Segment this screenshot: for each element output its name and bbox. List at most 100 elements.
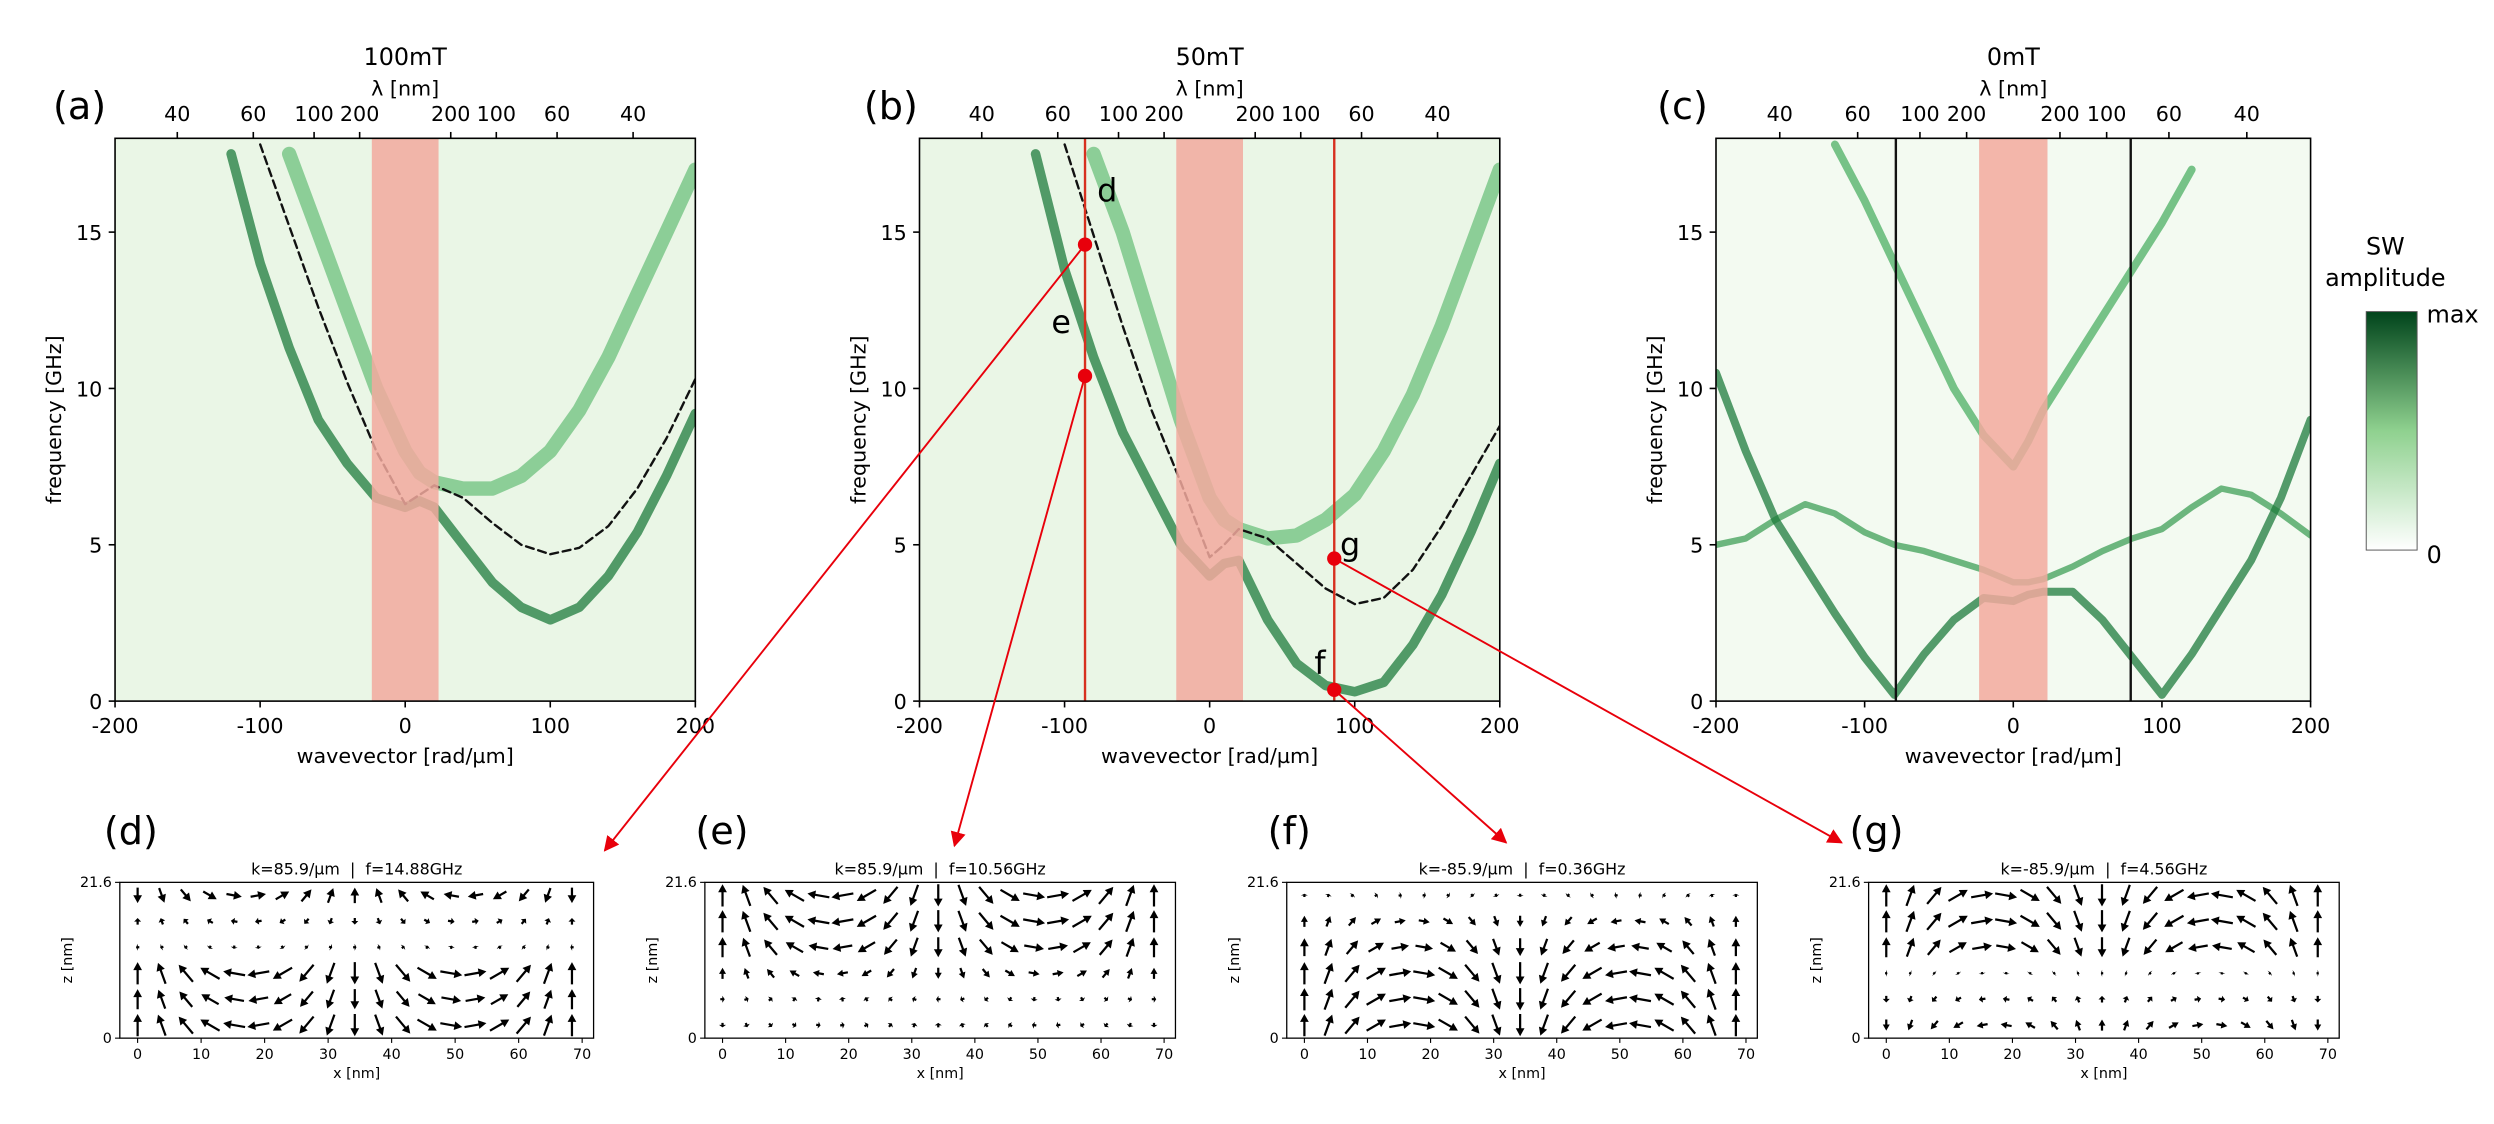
magnetization-arrow: [1634, 917, 1646, 925]
panel-label: (f): [1268, 809, 1311, 853]
magnetization-arrow: [1300, 988, 1309, 1011]
magnetization-arrow: [2097, 937, 2107, 958]
x-tick-label: 70: [2319, 1047, 2337, 1063]
magnetization-arrow: [489, 967, 510, 980]
magnetization-arrow: [909, 910, 920, 932]
magnetization-arrow: [496, 945, 503, 950]
x-tick-label: 40: [1548, 1047, 1566, 1063]
magnetization-arrow: [808, 942, 829, 952]
magnetization-arrow: [375, 917, 383, 925]
x2-tick-label: 40: [1424, 102, 1450, 126]
magnetization-arrow: [516, 991, 531, 1008]
magnetization-arrow: [1101, 969, 1110, 979]
axes-frame: [704, 881, 1177, 1039]
x2-tick-label: 40: [620, 102, 646, 126]
magnetization-arrow: [1438, 1018, 1458, 1031]
magnetization-arrow: [183, 918, 189, 925]
magnetization-arrow: [374, 888, 384, 904]
magnetization-arrow: [1072, 942, 1091, 954]
x2-tick-label: 100: [294, 102, 333, 126]
magnetization-arrow: [957, 884, 968, 906]
magnetization-arrow: [1440, 941, 1456, 952]
magnetization-arrow: [1323, 988, 1334, 1011]
magnetization-arrow: [934, 1022, 942, 1028]
magnetization-arrow: [1881, 937, 1891, 958]
magnetization-arrow: [1024, 943, 1044, 952]
x-tick-label: 50: [2193, 1047, 2211, 1063]
x-tick-label: 10: [1940, 1047, 1958, 1063]
magnetization-arrow: [248, 995, 269, 1004]
magnetization-arrow: [1732, 893, 1740, 898]
magnetization-arrow: [909, 884, 920, 906]
magnetization-arrow: [1323, 1014, 1334, 1036]
magnetization-arrow: [1706, 1014, 1717, 1036]
magnetization-arrow: [1344, 1016, 1360, 1035]
magnetization-arrow: [883, 886, 899, 904]
x-tick-label: 20: [256, 1047, 274, 1063]
x2-tick-label: 60: [1045, 102, 1071, 126]
magnetization-arrow: [2313, 884, 2323, 907]
magnetization-arrow: [1953, 1021, 1964, 1028]
magnetization-arrow: [2051, 996, 2058, 1003]
chart-title: k=85.9/µm | f=14.88GHz: [251, 859, 462, 878]
magnetization-arrow: [1926, 886, 1942, 905]
y-tick-label: 5: [1690, 534, 1703, 558]
x-tick-label: 40: [2130, 1047, 2148, 1063]
magnetization-arrow: [1022, 891, 1046, 901]
magnetization-arrow: [1054, 996, 1062, 1002]
magnetization-arrow: [1605, 1021, 1628, 1030]
magnetization-arrow: [2313, 910, 2323, 933]
magnetization-arrow: [791, 1021, 797, 1029]
magnetization-arrow: [2164, 914, 2185, 927]
magnetization-arrow: [567, 989, 577, 1010]
magnetization-arrow: [1882, 995, 1890, 1003]
magnetization-arrow: [814, 997, 822, 1002]
magnetization-arrow: [489, 1019, 510, 1032]
magnetization-arrow: [2124, 970, 2128, 977]
magnetization-arrow: [275, 891, 290, 901]
magnetization-arrow: [2266, 995, 2273, 1002]
magnetization-arrow: [2290, 1019, 2297, 1031]
x-tick-label: 0: [133, 1047, 142, 1063]
x2-tick-label: 200: [1235, 102, 1274, 126]
magnetization-arrow: [325, 962, 336, 984]
magnetization-arrow: [1706, 988, 1717, 1011]
y-axis-label: frequency [GHz]: [42, 335, 66, 504]
magnetization-arrow: [1366, 967, 1386, 980]
magnetization-arrow: [1052, 969, 1064, 977]
magnetization-arrow: [400, 918, 406, 924]
magnetization-arrow: [812, 969, 825, 977]
magnetization-arrow: [1538, 1014, 1549, 1036]
magnetization-arrow: [1080, 1021, 1085, 1029]
x2-tick-label: 200: [2040, 102, 2079, 126]
magnetization-arrow: [570, 943, 574, 951]
magnetization-arrow: [2142, 912, 2159, 930]
magnetization-arrow: [1464, 964, 1480, 982]
magnetization-arrow: [1098, 886, 1114, 905]
magnetization-arrow: [1685, 893, 1691, 898]
magnetization-arrow: [1708, 916, 1716, 927]
y-tick-label: 0: [103, 1031, 112, 1047]
shaded-band: [1979, 138, 2048, 702]
magnetization-arrow: [134, 917, 142, 925]
magnetization-arrow: [981, 968, 990, 978]
magnetization-arrow: [1349, 893, 1355, 898]
magnetization-arrow: [230, 945, 238, 949]
y-tick-label: 0: [89, 690, 102, 714]
x-tick-label: -200: [896, 714, 943, 738]
magnetization-arrow: [304, 918, 310, 924]
x-tick-label: 20: [840, 1047, 858, 1063]
y-axis-label: z [nm]: [60, 937, 76, 983]
magnetization-arrow: [1031, 1021, 1037, 1029]
magnetization-arrow: [791, 997, 798, 1002]
magnetization-arrow: [1389, 1020, 1412, 1029]
magnetization-arrow: [1127, 995, 1133, 1003]
magnetization-arrow: [1978, 971, 1986, 975]
magnetization-arrow: [978, 886, 994, 904]
x-tick-label: 100: [1335, 714, 1374, 738]
magnetization-arrow: [1438, 992, 1458, 1005]
magnetization-arrow: [223, 1020, 246, 1029]
spin-wave-band: [226, 149, 696, 625]
magnetization-arrow: [543, 887, 552, 903]
magnetization-arrow: [1708, 893, 1716, 898]
